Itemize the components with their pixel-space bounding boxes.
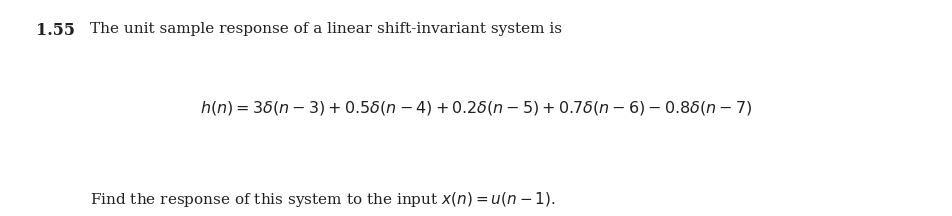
Text: 1.55: 1.55 — [36, 22, 75, 39]
Text: The unit sample response of a linear shift-invariant system is: The unit sample response of a linear shi… — [90, 22, 563, 36]
Text: Find the response of this system to the input $x(n) = u(n-1)$.: Find the response of this system to the … — [90, 190, 556, 209]
Text: $h(n) = 3\delta(n-3) + 0.5\delta(n-4) + 0.2\delta(n-5) + 0.7\delta(n-6) - 0.8\de: $h(n) = 3\delta(n-3) + 0.5\delta(n-4) + … — [200, 99, 752, 117]
